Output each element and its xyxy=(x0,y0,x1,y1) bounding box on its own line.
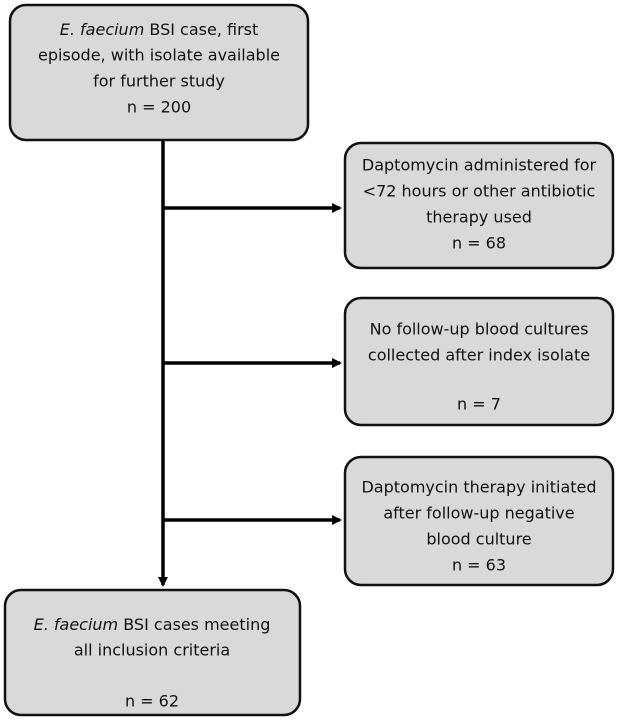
node-text: BSI case, first xyxy=(149,20,258,39)
node-text: all inclusion criteria xyxy=(74,641,230,660)
node-text: No follow-up blood cultures xyxy=(370,320,589,339)
node-box xyxy=(343,296,615,427)
node-text: BSI cases meeting xyxy=(123,615,270,634)
node-text: after follow-up negative xyxy=(383,504,574,523)
node-text: blood culture xyxy=(426,530,531,549)
node-count: n = 200 xyxy=(127,98,191,117)
node-box xyxy=(8,3,310,142)
node-text: therapy used xyxy=(426,208,532,227)
node-count: n = 7 xyxy=(457,395,501,414)
node-text: for further study xyxy=(93,72,225,91)
node-count: n = 68 xyxy=(452,234,506,253)
node-text: collected after index isolate xyxy=(368,346,590,365)
node-box xyxy=(3,588,302,717)
italic-text: E. faecium xyxy=(34,615,119,634)
node-text: E. faecium BSI cases meeting xyxy=(34,615,271,634)
node-text: Daptomycin administered for xyxy=(362,156,597,175)
italic-text: E. faecium xyxy=(60,20,145,39)
node-text: E. faecium BSI case, first xyxy=(60,20,259,39)
node-box xyxy=(343,455,615,587)
node-text: Daptomycin therapy initiated xyxy=(361,478,596,497)
node-count: n = 63 xyxy=(452,556,506,575)
node-box xyxy=(343,141,615,270)
node-count: n = 62 xyxy=(125,692,179,711)
node-text: <72 hours or other antibiotic xyxy=(363,182,596,201)
node-text: episode, with isolate available xyxy=(38,46,280,65)
